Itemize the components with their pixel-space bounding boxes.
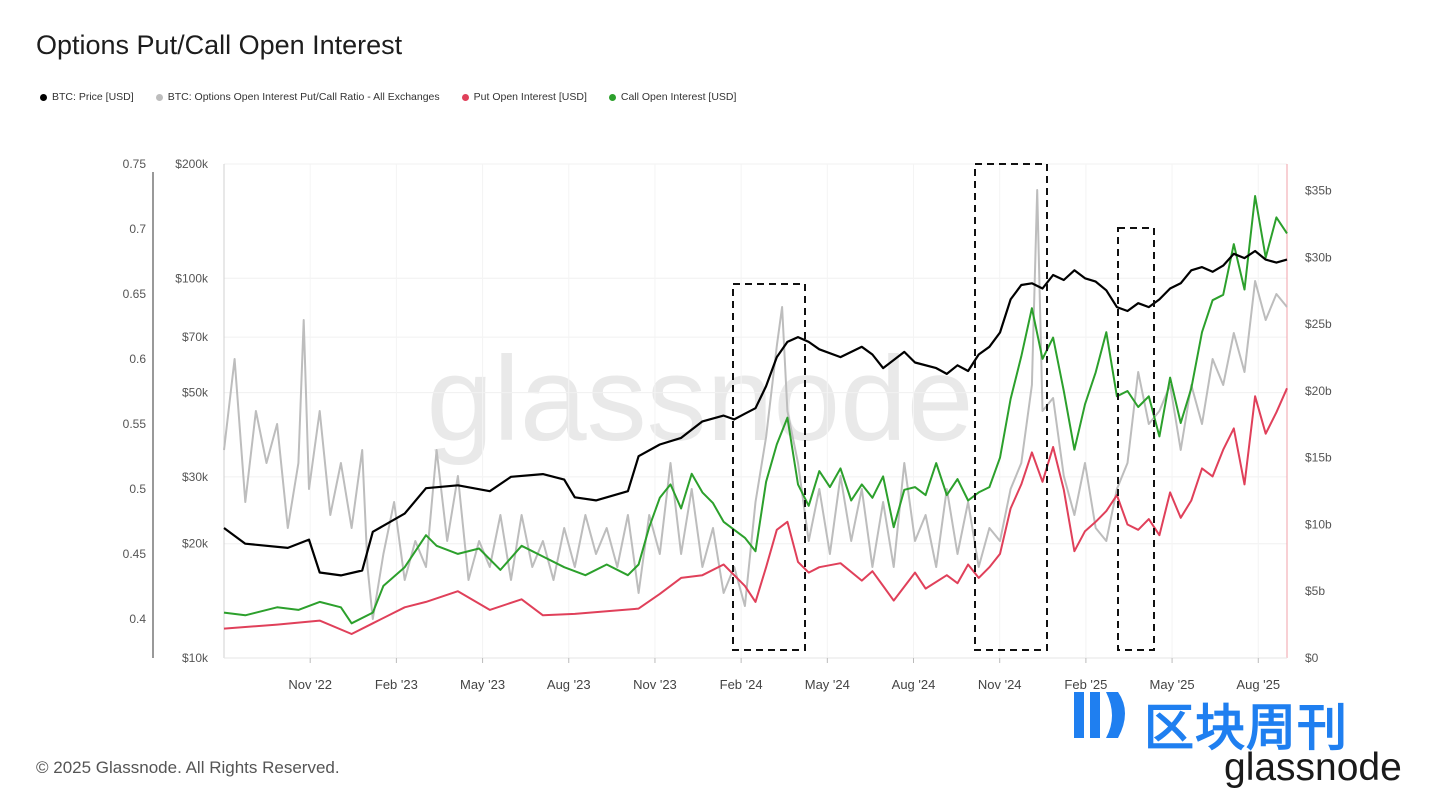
price-tick-label: $10k bbox=[182, 651, 209, 665]
highlight-box bbox=[974, 163, 1048, 651]
legend-item-price[interactable]: BTC: Price [USD] bbox=[40, 91, 134, 103]
oi-tick-label: $0 bbox=[1305, 651, 1319, 665]
series-line-call bbox=[223, 189, 1288, 620]
highlight-box bbox=[1117, 227, 1155, 651]
ratio-tick-label: 0.4 bbox=[129, 612, 146, 626]
legend-dot-ratio bbox=[155, 93, 163, 101]
ratio-tick-label: 0.5 bbox=[129, 482, 146, 496]
x-tick-label: Aug '23 bbox=[547, 677, 591, 692]
brand-chinese: 区块周刊 bbox=[1144, 699, 1348, 757]
x-tick-label: Nov '22 bbox=[288, 677, 332, 692]
chart-legend: BTC: Price [USD] BTC: Options Open Inter… bbox=[40, 91, 736, 103]
brand-english: glassnode bbox=[1224, 746, 1402, 789]
x-tick-label: May '24 bbox=[805, 677, 850, 692]
highlight-boxes bbox=[732, 163, 1155, 651]
legend-item-put[interactable]: Put Open Interest [USD] bbox=[461, 91, 587, 103]
ratio-tick-label: 0.7 bbox=[129, 222, 146, 236]
ratio-tick-label: 0.6 bbox=[129, 352, 146, 366]
legend-dot-call bbox=[608, 93, 616, 101]
legend-dot-price bbox=[40, 93, 47, 101]
price-tick-label: $100k bbox=[175, 271, 209, 285]
legend-item-call[interactable]: Call Open Interest [USD] bbox=[608, 91, 737, 103]
highlight-box bbox=[732, 283, 806, 651]
brand-logo-icon bbox=[1074, 692, 1125, 738]
x-tick-label: Feb '24 bbox=[720, 677, 763, 692]
oi-tick-label: $20b bbox=[1305, 384, 1332, 398]
series-line-price bbox=[223, 249, 1288, 577]
price-tick-label: $70k bbox=[182, 330, 209, 344]
x-tick-label: Aug '25 bbox=[1236, 677, 1280, 692]
series-group bbox=[223, 189, 1288, 635]
ratio-tick-label: 0.75 bbox=[123, 157, 147, 171]
x-tick-label: Feb '23 bbox=[375, 677, 418, 692]
oi-tick-label: $35b bbox=[1305, 184, 1332, 198]
brand-block: 区块周刊 glassnode bbox=[1072, 686, 1417, 796]
series-line-ratio bbox=[223, 387, 1288, 635]
price-tick-label: $20k bbox=[182, 537, 209, 551]
page-title: Options Put/Call Open Interest bbox=[36, 30, 403, 60]
x-tick-label: May '23 bbox=[460, 677, 505, 692]
oi-tick-label: $5b bbox=[1305, 584, 1325, 598]
oi-tick-label: $30b bbox=[1305, 250, 1332, 264]
watermark: glassnode bbox=[426, 332, 973, 466]
legend-item-ratio[interactable]: BTC: Options Open Interest Put/Call Rati… bbox=[155, 91, 440, 103]
oi-tick-label: $15b bbox=[1305, 451, 1332, 465]
x-tick-label: Nov '23 bbox=[633, 677, 677, 692]
ratio-tick-label: 0.55 bbox=[123, 417, 147, 431]
price-tick-label: $200k bbox=[175, 157, 209, 171]
ratio-tick-label: 0.65 bbox=[123, 287, 147, 301]
series-line-put bbox=[223, 195, 1288, 625]
copyright: © 2025 Glassnode. All Rights Reserved. bbox=[36, 758, 340, 777]
x-tick-label: Nov '24 bbox=[978, 677, 1022, 692]
ratio-tick-label: 0.45 bbox=[123, 547, 147, 561]
x-tick-label: Feb '25 bbox=[1064, 677, 1107, 692]
oi-tick-label: $25b bbox=[1305, 317, 1332, 331]
price-tick-label: $30k bbox=[182, 470, 209, 484]
legend-label-put: Put Open Interest [USD] bbox=[473, 91, 587, 103]
legend-label-ratio: BTC: Options Open Interest Put/Call Rati… bbox=[167, 91, 440, 103]
x-tick-label: Aug '24 bbox=[892, 677, 936, 692]
x-tick-label: May '25 bbox=[1150, 677, 1195, 692]
legend-label-call: Call Open Interest [USD] bbox=[620, 91, 737, 103]
oi-tick-label: $10b bbox=[1305, 517, 1332, 531]
axes: $200k $100k $70k $50k $30k $20k $10k 0.75 0.7 0.6… bbox=[123, 157, 1332, 692]
legend-label-price: BTC: Price [USD] bbox=[52, 91, 134, 103]
price-tick-label: $50k bbox=[182, 386, 209, 400]
legend-dot-put bbox=[461, 93, 469, 101]
